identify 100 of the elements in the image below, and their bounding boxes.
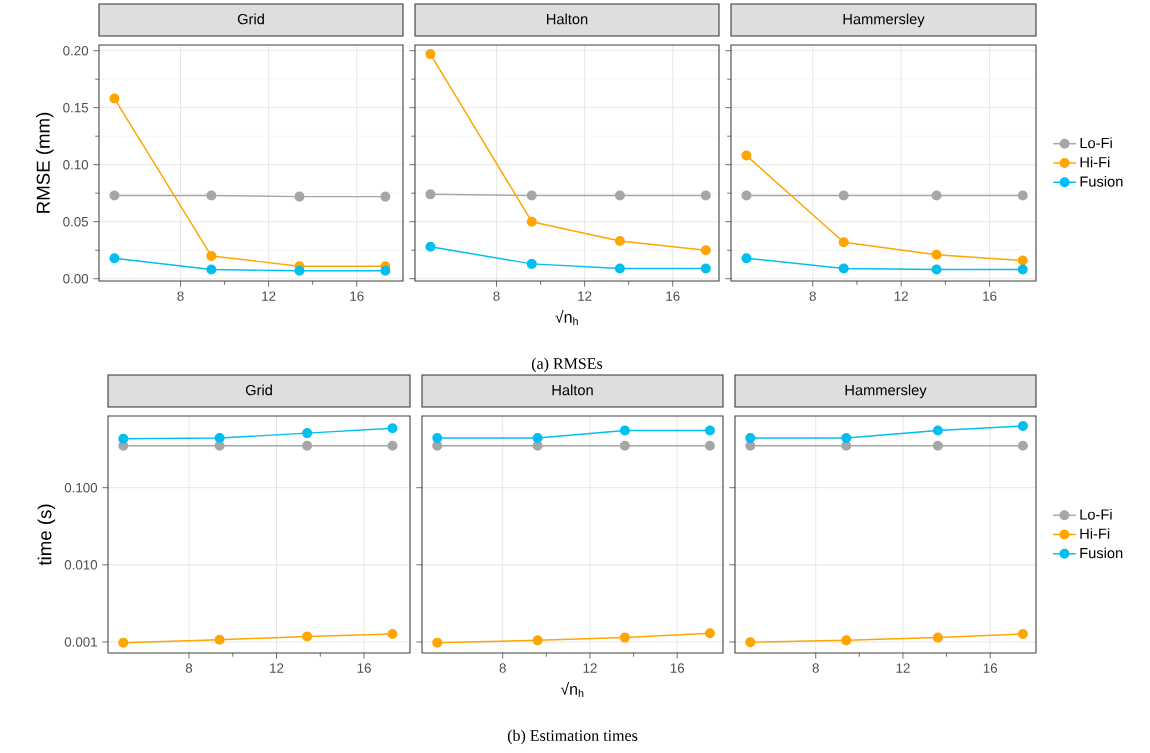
point	[1017, 255, 1028, 266]
legend-label: Hi-Fi	[1080, 156, 1110, 168]
x-tick-label: 12	[270, 663, 284, 673]
x-tick-label: 12	[894, 291, 908, 301]
point	[741, 253, 752, 264]
x-tick-label: 8	[499, 663, 506, 673]
point	[704, 628, 715, 639]
point	[526, 216, 537, 227]
point	[206, 190, 217, 201]
point	[1017, 628, 1028, 639]
x-tick-label: 16	[666, 291, 680, 301]
point	[432, 637, 443, 648]
x-tick-label: 16	[983, 291, 997, 301]
x-tick-label: 8	[809, 291, 816, 301]
point	[1017, 190, 1028, 201]
point	[700, 190, 711, 201]
point	[206, 250, 217, 261]
point	[614, 236, 625, 247]
point	[526, 258, 537, 269]
point	[1017, 264, 1028, 275]
x-tick-label: 8	[493, 291, 500, 301]
y-tick-label: 0.05	[63, 216, 89, 227]
point	[380, 191, 391, 202]
x-tick-label: 16	[350, 291, 364, 301]
chart-title: Hammersley	[843, 13, 925, 28]
legend-label: Lo-Fi	[1080, 508, 1112, 520]
chart-title: Grid	[245, 384, 272, 396]
legend-label: Hi-Fi	[1080, 528, 1110, 539]
point	[704, 440, 715, 451]
y-tick-label: 0.001	[64, 637, 97, 647]
point	[619, 632, 630, 643]
point	[425, 241, 436, 252]
x-tick-label: 8	[185, 663, 193, 673]
point	[619, 440, 630, 451]
point	[109, 190, 120, 201]
point	[838, 263, 849, 274]
point	[532, 635, 543, 646]
point	[838, 237, 849, 248]
x-tick-label: 8	[177, 291, 184, 301]
y-tick-label: 0.20	[63, 45, 89, 56]
x-tick-label: 12	[262, 291, 276, 301]
x-tick-label: 12	[583, 663, 597, 673]
point	[932, 440, 943, 451]
x-tick-label: 16	[983, 663, 998, 673]
point	[931, 264, 942, 275]
legend-label: Fusion	[1080, 547, 1123, 559]
x-tick-label: 12	[578, 291, 592, 301]
point	[206, 264, 217, 275]
y-tick-label: 0.15	[63, 102, 89, 113]
point	[532, 433, 543, 444]
point	[380, 265, 391, 276]
point	[619, 425, 630, 436]
point	[932, 425, 943, 436]
point	[214, 634, 225, 645]
point	[109, 93, 120, 104]
point	[118, 637, 129, 648]
point	[841, 433, 852, 444]
point	[387, 423, 398, 434]
point	[704, 425, 715, 436]
point	[302, 428, 313, 439]
point	[425, 189, 436, 200]
point	[745, 433, 756, 444]
point	[741, 150, 752, 161]
point	[745, 637, 756, 648]
chart-title: Grid	[237, 13, 264, 25]
point	[294, 191, 305, 202]
chart-title: Hammersley	[845, 384, 927, 399]
x-axis-title: √n$_{h}$	[555, 309, 578, 326]
y-axis-title: RMSE (mm)	[36, 112, 54, 213]
point	[700, 245, 711, 256]
point	[302, 631, 313, 642]
y-tick-label: 0.10	[63, 159, 89, 170]
y-tick-label: 0.100	[64, 482, 98, 493]
x-tick-label: 16	[670, 663, 685, 673]
point	[931, 190, 942, 201]
x-tick-label: 16	[357, 663, 371, 673]
point	[432, 433, 443, 444]
point	[214, 433, 225, 444]
point	[1017, 421, 1028, 432]
point	[425, 49, 436, 60]
point	[1017, 440, 1028, 451]
point	[741, 190, 752, 201]
text: (a) RMSEs	[531, 357, 603, 373]
legend-label: Fusion	[1080, 175, 1123, 187]
y-tick-label: 0.010	[64, 560, 98, 570]
point	[109, 253, 120, 264]
point	[294, 265, 305, 276]
point	[614, 263, 625, 274]
chart-title: Halton	[547, 13, 588, 25]
point	[932, 632, 943, 643]
y-tick-label: 0.00	[63, 273, 89, 284]
point	[387, 440, 398, 451]
point	[118, 433, 129, 444]
point	[700, 263, 711, 274]
point	[387, 628, 398, 639]
text: (b) Estimation times	[507, 729, 638, 745]
x-tick-label: 8	[812, 663, 819, 673]
point	[838, 190, 849, 201]
point	[841, 635, 852, 646]
point	[931, 249, 942, 260]
